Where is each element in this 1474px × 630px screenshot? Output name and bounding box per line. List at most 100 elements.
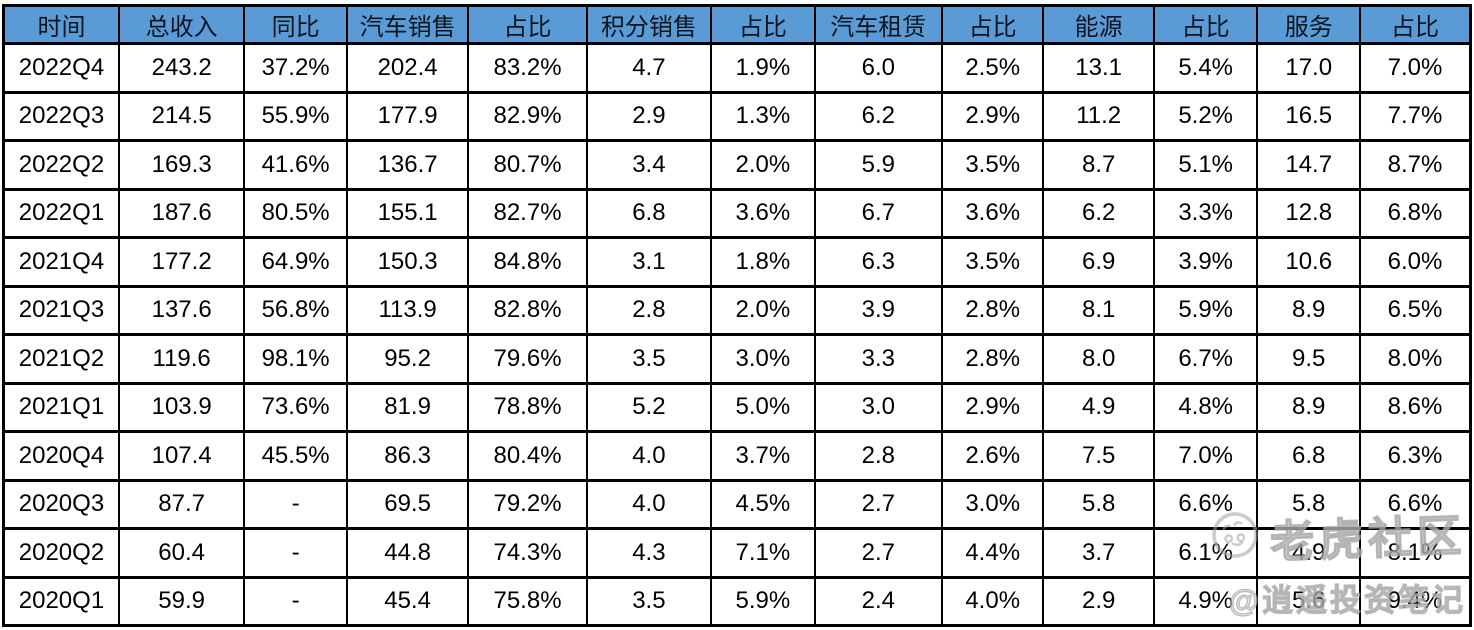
table-cell: 6.0% bbox=[1358, 236, 1472, 288]
table-row: 2022Q3 214.5 55.9% 177.9 82.9% 2.9 1.3% 6.2 2.9%… bbox=[2, 90, 1472, 142]
table-cell: 5.8 bbox=[1256, 478, 1361, 530]
table-cell: 60.4 bbox=[117, 527, 246, 579]
table-cell: 202.4 bbox=[345, 42, 470, 94]
table-cell: 214.5 bbox=[117, 90, 246, 142]
table-cell: 4.9% bbox=[1152, 575, 1259, 627]
table-cell: 2.7 bbox=[813, 478, 943, 530]
table-cell: 84.8% bbox=[467, 236, 588, 288]
table-cell: 3.7 bbox=[1042, 527, 1155, 579]
table-cell: 4.8% bbox=[1152, 381, 1259, 433]
table-cell: 6.8% bbox=[1358, 187, 1472, 239]
table-cell: 8.1% bbox=[1358, 527, 1472, 579]
table-cell: 3.5% bbox=[940, 236, 1045, 288]
table-row: 2021Q3 137.6 56.8% 113.9 82.8% 2.8 2.0% 3.9 2.8%… bbox=[2, 284, 1472, 336]
table-cell: 64.9% bbox=[243, 236, 348, 288]
table-cell: 6.9 bbox=[1042, 236, 1155, 288]
row-label: 2021Q4 bbox=[2, 236, 120, 288]
table-cell: 187.6 bbox=[117, 187, 246, 239]
table-cell: 8.0% bbox=[1358, 333, 1472, 385]
column-header: 汽车销售 bbox=[345, 4, 470, 45]
table-cell: 3.1 bbox=[585, 236, 713, 288]
table-cell: 119.6 bbox=[117, 333, 246, 385]
table-cell: 86.3 bbox=[345, 430, 470, 482]
table-cell: 9.4% bbox=[1358, 575, 1472, 627]
table-cell: 2.8% bbox=[940, 333, 1045, 385]
row-label: 2021Q1 bbox=[2, 381, 120, 433]
table-cell: 4.0 bbox=[585, 478, 713, 530]
table-cell: 8.9 bbox=[1256, 284, 1361, 336]
table-cell: 80.7% bbox=[467, 139, 588, 191]
row-label: 2022Q2 bbox=[2, 139, 120, 191]
table-cell: 6.5% bbox=[1358, 284, 1472, 336]
table-cell: - bbox=[243, 575, 348, 627]
table-row: 2021Q2 119.6 98.1% 95.2 79.6% 3.5 3.0% 3.3 2.8% 8… bbox=[2, 333, 1472, 385]
table-cell: 79.6% bbox=[467, 333, 588, 385]
table-cell: 95.2 bbox=[345, 333, 470, 385]
row-label: 2022Q4 bbox=[2, 42, 120, 94]
column-header: 汽车租赁 bbox=[813, 4, 943, 45]
table-cell: 6.2 bbox=[813, 90, 943, 142]
table-cell: 82.8% bbox=[467, 284, 588, 336]
table-cell: 8.1 bbox=[1042, 284, 1155, 336]
column-header: 占比 bbox=[467, 4, 588, 45]
table-cell: 3.3 bbox=[813, 333, 943, 385]
table-cell: 45.4 bbox=[345, 575, 470, 627]
table-cell: 69.5 bbox=[345, 478, 470, 530]
row-label: 2021Q2 bbox=[2, 333, 120, 385]
table-cell: 82.7% bbox=[467, 187, 588, 239]
table-row: 2021Q4 177.2 64.9% 150.3 84.8% 3.1 1.8% 6.3 3.5%… bbox=[2, 236, 1472, 288]
table-cell: 4.0 bbox=[585, 430, 713, 482]
table-cell: 2.5% bbox=[940, 42, 1045, 94]
table-cell: 3.0% bbox=[710, 333, 816, 385]
column-header: 服务 bbox=[1256, 4, 1361, 45]
table-row: 2022Q4 243.2 37.2% 202.4 83.2% 4.7 1.9% 6.0 2.5%… bbox=[2, 42, 1472, 94]
column-header: 时间 bbox=[2, 4, 120, 45]
table-cell: 14.7 bbox=[1256, 139, 1361, 191]
table-cell: 11.2 bbox=[1042, 90, 1155, 142]
table-cell: 2.8% bbox=[940, 284, 1045, 336]
table-cell: 243.2 bbox=[117, 42, 246, 94]
row-label: 2021Q3 bbox=[2, 284, 120, 336]
table-cell: 137.6 bbox=[117, 284, 246, 336]
table-cell: 2.6% bbox=[940, 430, 1045, 482]
table-cell: 5.6 bbox=[1256, 575, 1361, 627]
column-header: 总收入 bbox=[117, 4, 246, 45]
row-label: 2022Q3 bbox=[2, 90, 120, 142]
table-cell: 1.9% bbox=[710, 42, 816, 94]
table-cell: 6.3% bbox=[1358, 430, 1472, 482]
table-cell: 113.9 bbox=[345, 284, 470, 336]
table-row: 2022Q2 169.3 41.6% 136.7 80.7% 3.4 2.0% 5.9 3.5%… bbox=[2, 139, 1472, 191]
row-label: 2020Q1 bbox=[2, 575, 120, 627]
table-cell: 7.1% bbox=[710, 527, 816, 579]
table-cell: 3.7% bbox=[710, 430, 816, 482]
table-cell: 75.8% bbox=[467, 575, 588, 627]
table-cell: 3.9% bbox=[1152, 236, 1259, 288]
table-cell: 2.8 bbox=[813, 430, 943, 482]
table-body: 2022Q4 243.2 37.2% 202.4 83.2% 4.7 1.9% 6.0 2.5%… bbox=[2, 42, 1472, 627]
table-cell: 4.9 bbox=[1042, 381, 1155, 433]
table-cell: 3.0% bbox=[940, 478, 1045, 530]
table-cell: 6.8 bbox=[585, 187, 713, 239]
table-cell: 4.5% bbox=[710, 478, 816, 530]
table-cell: 81.9 bbox=[345, 381, 470, 433]
table-cell: 4.0% bbox=[940, 575, 1045, 627]
table-cell: 3.5% bbox=[940, 139, 1045, 191]
table-cell: 2.0% bbox=[710, 139, 816, 191]
table-cell: 136.7 bbox=[345, 139, 470, 191]
table-cell: 8.7 bbox=[1042, 139, 1155, 191]
table-cell: 41.6% bbox=[243, 139, 348, 191]
table-cell: 5.9 bbox=[813, 139, 943, 191]
table-cell: 2.9 bbox=[1042, 575, 1155, 627]
table-cell: 7.5 bbox=[1042, 430, 1155, 482]
table-cell: 5.9% bbox=[710, 575, 816, 627]
data-table: 时间 总收入 同比 汽车销售 占比 积分销售 占比 汽车租赁 占比 能源 占比 服务 占比 2022Q4… bbox=[2, 4, 1472, 627]
table-cell: 2.8 bbox=[585, 284, 713, 336]
table-cell: 2.7 bbox=[813, 527, 943, 579]
table-cell: 8.9 bbox=[1256, 381, 1361, 433]
table-cell: 98.1% bbox=[243, 333, 348, 385]
table-cell: 1.3% bbox=[710, 90, 816, 142]
column-header: 占比 bbox=[940, 4, 1045, 45]
table-cell: 44.8 bbox=[345, 527, 470, 579]
table-cell: 5.2% bbox=[1152, 90, 1259, 142]
table-cell: 7.0% bbox=[1358, 42, 1472, 94]
